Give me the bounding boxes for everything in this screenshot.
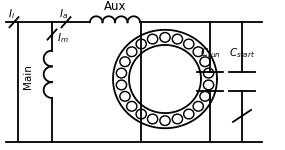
Text: $I_a$: $I_a$	[60, 7, 68, 21]
Text: Main: Main	[23, 64, 33, 89]
Text: $C_{start}$: $C_{start}$	[229, 46, 255, 60]
Text: Aux: Aux	[104, 0, 126, 13]
Text: $C_{run}$: $C_{run}$	[200, 46, 221, 60]
Text: $I_l$: $I_l$	[9, 7, 15, 21]
Text: $I_m$: $I_m$	[57, 31, 69, 45]
